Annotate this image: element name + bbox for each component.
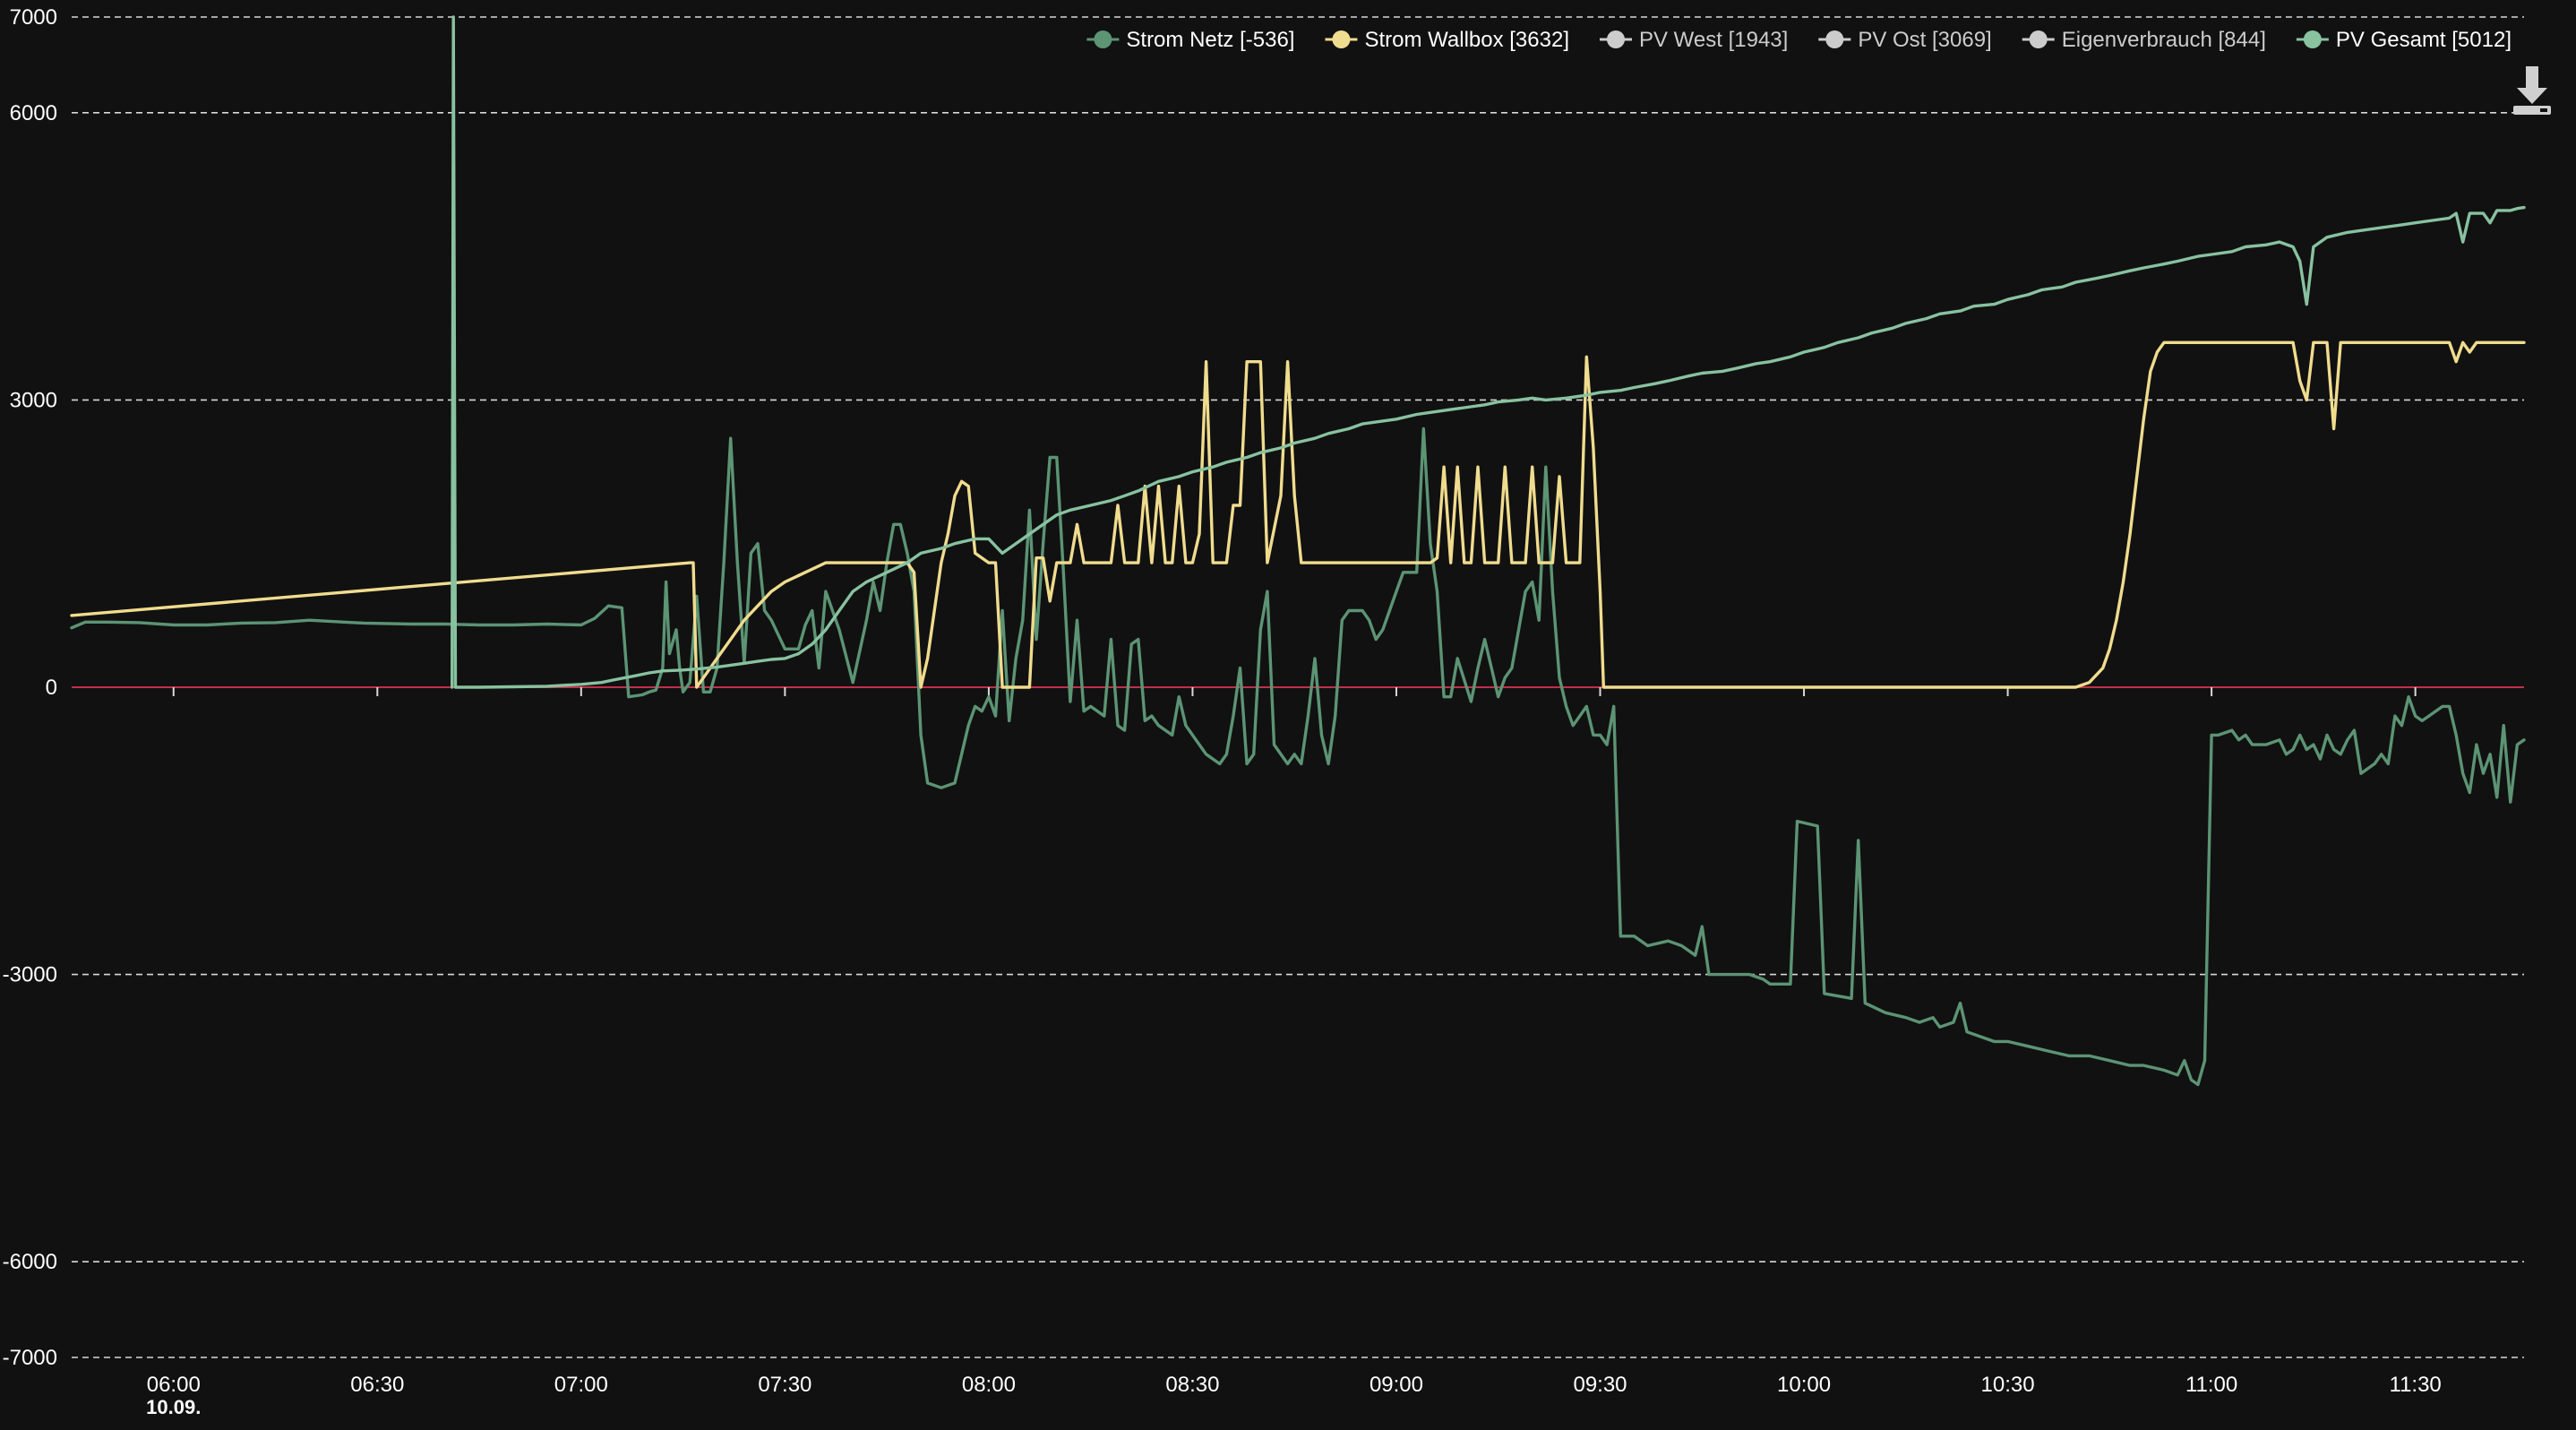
x-tick-label: 06:30 [350, 1373, 404, 1397]
y-tick-label: 6000 [10, 101, 57, 125]
legend-marker-1 [1332, 30, 1351, 48]
legend-marker-4 [2029, 30, 2048, 48]
x-tick-label: 10:30 [1981, 1373, 2035, 1397]
x-tick-label: 09:30 [1573, 1373, 1627, 1397]
legend-label-0: Strom Netz [-536] [1126, 28, 1294, 52]
y-tick-label: -6000 [3, 1250, 57, 1274]
y-tick-label: 3000 [10, 388, 57, 412]
legend[interactable]: Strom Netz [-536] Strom Wallbox [3632] PV … [1086, 28, 2512, 52]
x-tick-label: 06:00 [147, 1373, 201, 1397]
x-tick-label: 08:00 [962, 1373, 1016, 1397]
legend-marker-2 [1607, 30, 1625, 48]
x-tick-label: 08:30 [1165, 1373, 1219, 1397]
y-tick-label: -7000 [3, 1346, 57, 1370]
legend-marker-5 [2303, 30, 2322, 48]
download-button[interactable] [2513, 66, 2551, 115]
legend-item-4[interactable]: Eigenverbrauch [844] [2022, 28, 2266, 52]
series-lines [70, 15, 2526, 1087]
series-line-1 [70, 340, 2526, 689]
x-tick-label: 07:00 [554, 1373, 608, 1397]
x-tick-label: 11:00 [2185, 1373, 2237, 1397]
y-axis-ticks: 7000 6000 3000 0 -3000 -6000 -7000 [3, 5, 57, 1370]
legend-marker-0 [1094, 30, 1112, 48]
y-tick-label: 7000 [10, 5, 57, 30]
x-tick-label: 10:00 [1777, 1373, 1831, 1397]
legend-item-5[interactable]: PV Gesamt [5012] [2296, 28, 2512, 52]
y-tick-label: 0 [46, 676, 57, 700]
legend-item-0[interactable]: Strom Netz [-536] [1086, 28, 1294, 52]
x-tick-marks [172, 687, 2417, 696]
legend-label-4: Eigenverbrauch [844] [2062, 28, 2266, 52]
x-tick-label: 09:00 [1370, 1373, 1423, 1397]
x-tick-label: 11:30 [2390, 1373, 2442, 1397]
y-tick-label: -3000 [3, 963, 57, 987]
legend-item-3[interactable]: PV Ost [3069] [1818, 28, 1992, 52]
legend-item-1[interactable]: Strom Wallbox [3632] [1325, 28, 1569, 52]
legend-marker-3 [1825, 30, 1844, 48]
legend-label-1: Strom Wallbox [3632] [1364, 28, 1569, 52]
x-axis-ticks: 10.09. 06:00 06:30 07:00 07:30 08:00 08:30 09:… [146, 1373, 2442, 1418]
legend-label-5: PV Gesamt [5012] [2336, 28, 2512, 52]
x-axis-date-label: 10.09. [146, 1396, 201, 1418]
series-line-5 [451, 15, 2526, 689]
legend-label-2: PV West [1943] [1639, 28, 1788, 52]
series-line-0 [70, 426, 2526, 1087]
legend-label-3: PV Ost [3069] [1858, 28, 1991, 52]
x-tick-label: 07:30 [758, 1373, 811, 1397]
download-icon [2513, 66, 2551, 115]
grid-lines [72, 16, 2524, 1358]
legend-item-2[interactable]: PV West [1943] [1600, 28, 1788, 52]
